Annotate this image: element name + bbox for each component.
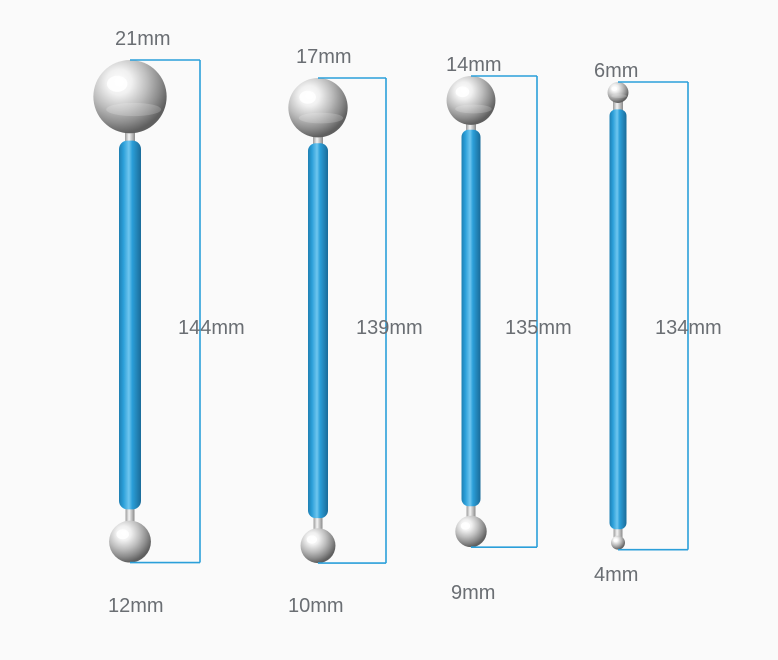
tool-1 <box>93 60 200 563</box>
tool-4 <box>608 82 688 550</box>
top-ball-size-label: 6mm <box>594 60 638 83</box>
length-label: 144mm <box>178 317 245 340</box>
top-ball <box>288 78 347 137</box>
handle <box>119 141 141 510</box>
tool-3 <box>447 76 537 547</box>
bottom-ball-size-label: 10mm <box>288 595 344 618</box>
length-label: 135mm <box>505 317 572 340</box>
bottom-ball <box>301 528 336 563</box>
handle <box>308 143 328 518</box>
top-ball <box>447 76 496 125</box>
bottom-ball-size-label: 9mm <box>451 582 495 605</box>
top-ball-size-label: 14mm <box>446 54 502 77</box>
length-label: 134mm <box>655 317 722 340</box>
handle <box>462 130 481 506</box>
top-ball <box>608 82 629 103</box>
bottom-ball-size-label: 12mm <box>108 595 164 618</box>
top-ball <box>93 60 166 133</box>
bottom-ball <box>611 536 625 550</box>
length-label: 139mm <box>356 317 423 340</box>
handle <box>610 109 627 529</box>
bottom-ball-size-label: 4mm <box>594 564 638 587</box>
top-ball-size-label: 17mm <box>296 46 352 69</box>
bottom-ball <box>455 516 486 547</box>
top-ball-size-label: 21mm <box>115 28 171 51</box>
bottom-ball <box>109 521 151 563</box>
